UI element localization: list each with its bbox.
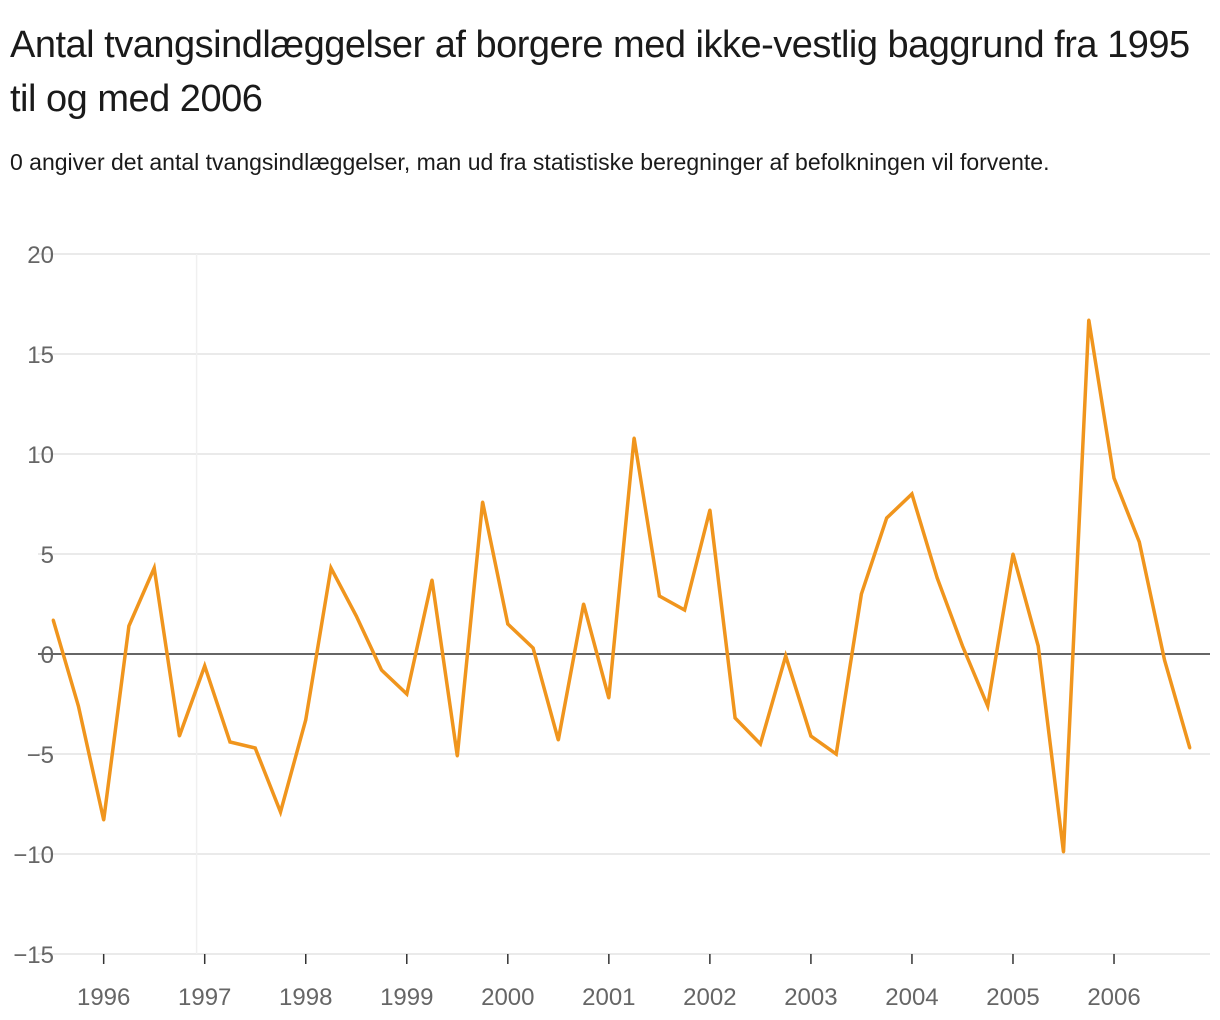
chart-subtitle: 0 angiver det antal tvangsindlæggelser, … — [10, 149, 1050, 175]
x-tick-label: 2003 — [784, 984, 837, 1011]
data-point — [784, 654, 788, 658]
data-point — [986, 704, 990, 708]
x-tick-label: 1997 — [178, 984, 231, 1011]
x-tick-label: 2005 — [986, 984, 1039, 1011]
data-point — [253, 746, 257, 750]
data-point — [607, 696, 611, 700]
data-point — [758, 742, 762, 746]
data-point — [127, 624, 131, 628]
data-point — [910, 492, 914, 496]
x-tick-label: 1998 — [279, 984, 332, 1011]
data-point — [430, 578, 434, 582]
y-tick-label: 0 — [41, 642, 54, 669]
data-point — [1036, 644, 1040, 648]
x-tick-label: 1996 — [77, 984, 130, 1011]
y-tick-label: 15 — [27, 342, 54, 369]
data-point — [834, 752, 838, 756]
data-point — [152, 566, 156, 570]
y-axis: 20 15 10 5 0 −5 −10 −15 — [13, 242, 54, 969]
data-point — [481, 500, 485, 504]
y-tick-label: 10 — [27, 442, 54, 469]
data-point — [809, 734, 813, 738]
x-tick-label: 2001 — [582, 984, 635, 1011]
data-point — [177, 734, 181, 738]
data-point — [683, 608, 687, 612]
y-tick-label: −15 — [13, 942, 54, 969]
y-tick-label: 5 — [41, 542, 54, 569]
data-point — [279, 810, 282, 814]
data-point — [1188, 746, 1192, 750]
data-point — [582, 602, 586, 606]
data-point — [935, 576, 939, 580]
data-point — [329, 566, 333, 570]
data-point — [76, 704, 80, 708]
y-tick-label: 20 — [27, 242, 54, 269]
data-point — [961, 644, 964, 648]
data-point — [1137, 540, 1141, 544]
y-tick-label: −5 — [27, 742, 54, 769]
data-point — [859, 592, 863, 596]
data-point — [506, 622, 510, 626]
data-point — [304, 718, 308, 722]
data-point — [1011, 552, 1015, 556]
data-point — [1112, 476, 1116, 480]
data-point — [102, 818, 106, 822]
data-point — [455, 754, 459, 758]
data-point — [657, 594, 661, 598]
data-point — [632, 436, 636, 440]
data-point — [51, 618, 55, 622]
data-point — [228, 740, 232, 744]
data-point — [354, 614, 358, 618]
data-point — [556, 738, 560, 742]
data-point — [1062, 850, 1065, 854]
chart-title: Antal tvangsindlæggelser af borgere med … — [10, 24, 1190, 120]
data-point — [531, 646, 535, 650]
data-point — [885, 516, 889, 520]
x-axis: 1996 1997 1998 1999 2000 2001 2002 2003 2004 2005… — [77, 954, 1141, 1011]
data-point — [380, 668, 383, 672]
series-line — [51, 319, 1192, 853]
data-point — [405, 692, 409, 696]
data-point — [733, 716, 737, 720]
x-tick-label: 2004 — [885, 984, 938, 1011]
grid-layer — [38, 253, 1210, 955]
x-tick-label: 1999 — [380, 984, 433, 1011]
data-point — [1087, 318, 1091, 322]
data-point — [1163, 658, 1166, 662]
data-point — [708, 508, 712, 512]
x-tick-label: 2006 — [1087, 984, 1140, 1011]
y-tick-label: −10 — [13, 842, 54, 869]
data-point — [203, 664, 207, 668]
series-layer — [51, 318, 1192, 854]
x-tick-label: 2002 — [683, 984, 736, 1011]
x-tick-label: 2000 — [481, 984, 534, 1011]
